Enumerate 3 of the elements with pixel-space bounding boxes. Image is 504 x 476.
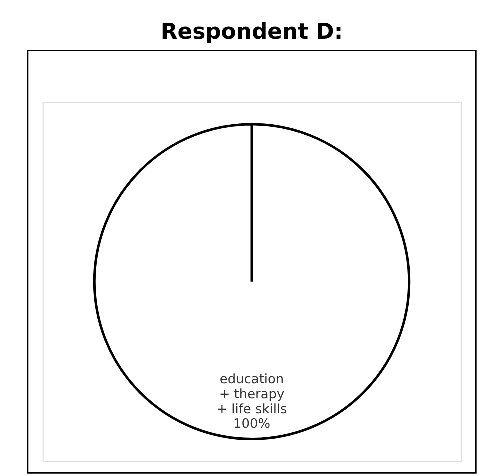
chart-title: Respondent D: — [160, 20, 344, 46]
data-label: 100% — [234, 417, 270, 432]
slice-label: education + therapy + life skills — [216, 372, 288, 418]
